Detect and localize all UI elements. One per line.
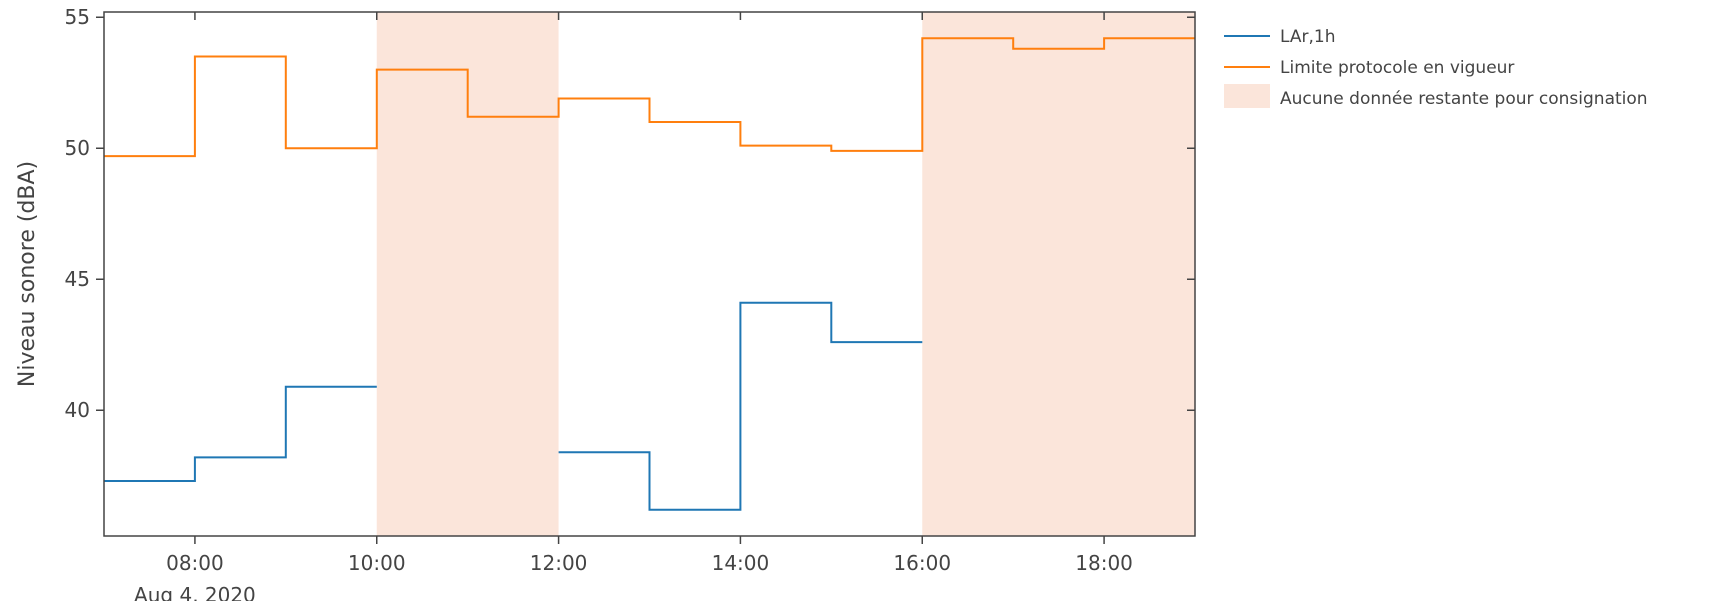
x-tick-label: 14:00 xyxy=(712,551,770,575)
x-tick-label: 18:00 xyxy=(1075,551,1133,575)
legend-swatch-shaded xyxy=(1224,84,1270,108)
legend: LAr,1h Limite protocole en vigueur Aucune … xyxy=(1224,27,1648,109)
x-axis-date-label: Aug 4, 2020 xyxy=(134,583,256,601)
y-axis-ticks: 40 45 50 55 xyxy=(65,5,1195,422)
x-tick-label: 10:00 xyxy=(348,551,406,575)
shaded-region xyxy=(922,12,1195,536)
y-tick-label: 40 xyxy=(65,398,90,422)
y-tick-label: 45 xyxy=(65,267,90,291)
y-tick-label: 55 xyxy=(65,5,90,29)
x-tick-label: 12:00 xyxy=(530,551,588,575)
y-tick-label: 50 xyxy=(65,136,90,160)
legend-label: Limite protocole en vigueur xyxy=(1280,58,1514,78)
x-tick-label: 08:00 xyxy=(166,551,224,575)
series-line-limite xyxy=(104,37,1195,158)
legend-label: LAr,1h xyxy=(1280,27,1335,47)
series-line-lar xyxy=(558,301,923,511)
series-lines xyxy=(104,37,1195,511)
series-line-lar xyxy=(104,385,377,482)
shaded-regions xyxy=(376,12,1195,536)
y-axis-title: Niveau sonore (dBA) xyxy=(15,161,40,387)
plot-frame xyxy=(103,11,1196,537)
x-axis-ticks: 08:00 10:00 12:00 14:00 16:00 18:00 xyxy=(166,12,1133,575)
x-tick-label: 16:00 xyxy=(893,551,951,575)
legend-label: Aucune donnée restante pour consignation xyxy=(1280,89,1648,109)
